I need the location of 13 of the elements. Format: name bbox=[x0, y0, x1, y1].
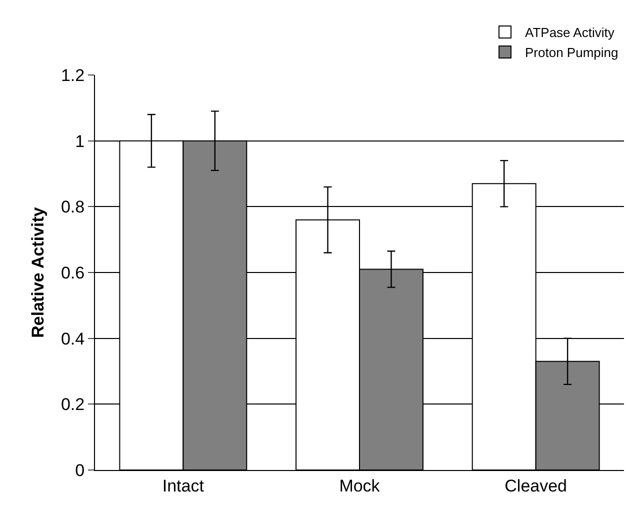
legend-label: Proton Pumping bbox=[525, 45, 618, 60]
x-tick-label: Cleaved bbox=[504, 476, 568, 496]
y-tick-label: 0.6 bbox=[60, 263, 85, 282]
y-tick-label: 0.2 bbox=[60, 395, 85, 414]
y-tick-label: 1.2 bbox=[60, 66, 85, 85]
y-tick-label: 0.8 bbox=[60, 198, 85, 217]
y-tick-label: 0.4 bbox=[60, 329, 85, 348]
x-tick-label: Mock bbox=[339, 476, 380, 496]
y-tick-label: 1 bbox=[75, 132, 85, 151]
legend-label: ATPase Activity bbox=[525, 25, 615, 40]
x-tick-label: Intact bbox=[162, 476, 204, 496]
y-axis-title: Relative Activity bbox=[28, 206, 48, 338]
y-tick-label: 0 bbox=[75, 460, 85, 480]
